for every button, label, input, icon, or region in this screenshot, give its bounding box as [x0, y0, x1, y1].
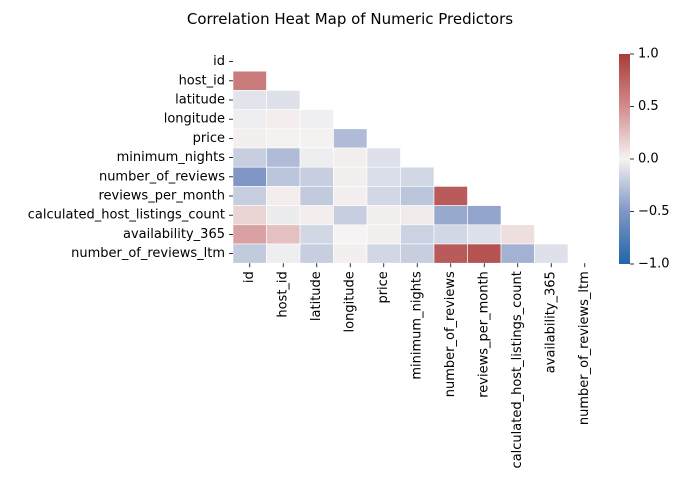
x-tick-label: host_id [276, 271, 291, 317]
heatmap-cell [534, 243, 569, 264]
y-tick-label: calculated_host_listings_count [28, 208, 225, 223]
heatmap-cell [266, 109, 301, 130]
heatmap-cell [500, 224, 535, 245]
heatmap-cell [467, 224, 502, 245]
heatmap-cell [266, 243, 301, 264]
heatmap-cell [366, 186, 401, 206]
heatmap-cell [232, 70, 267, 91]
heatmap-cell [299, 166, 334, 187]
heatmap-cell [333, 205, 368, 226]
x-tick-label: minimum_nights [410, 271, 425, 380]
y-tick-labels: id host_id latitude longitude price minimum_n… [28, 54, 233, 261]
heatmap-cell [232, 205, 267, 226]
y-tick-label: reviews_per_month [98, 189, 225, 204]
heatmap-cell [266, 90, 301, 110]
heatmap-cell [299, 186, 334, 206]
heatmap-cell [400, 243, 435, 264]
heatmap-cell [232, 109, 267, 130]
heatmap-cell [232, 186, 267, 206]
y-tick-label: longitude [164, 112, 225, 127]
colorbar-tick-label: 1.0 [638, 47, 659, 62]
x-tick-label: number_of_reviews_ltm [577, 271, 592, 425]
x-tick-labels: id host_id latitude longitude price minimum_n… [242, 263, 592, 468]
heatmap-cell [333, 243, 368, 264]
y-tick-label: id [213, 54, 225, 69]
heatmap-cell [232, 224, 267, 245]
heatmap-cell [400, 166, 435, 187]
heatmap-cell [266, 205, 301, 226]
x-tick-label: latitude [309, 271, 324, 321]
colorbar-tick-label: −1.0 [638, 257, 670, 272]
x-tick-label: id [242, 271, 257, 283]
heatmap-cell [232, 243, 267, 264]
heatmap-cell [266, 186, 301, 206]
heatmap-cell [232, 147, 267, 168]
colorbar-tick-label: −0.5 [638, 204, 670, 219]
x-tick-label: calculated_host_listings_count [510, 271, 525, 468]
y-tick-label: latitude [175, 93, 225, 108]
heatmap-cell [433, 186, 468, 206]
heatmap-cell [366, 224, 401, 245]
heatmap-cell [400, 224, 435, 245]
heatmap-cell [366, 147, 401, 168]
heatmap-cell [433, 224, 468, 245]
colorbar-tick-label: 0.5 [638, 99, 659, 114]
heatmap-cell [467, 205, 502, 226]
y-tick-label: host_id [179, 73, 225, 88]
heatmap-cell [467, 243, 502, 264]
y-tick-label: availability_365 [123, 227, 225, 242]
heatmap-cell [333, 128, 368, 149]
heatmap-cell [333, 147, 368, 168]
colorbar-ticks: −1.0 −0.5 0.0 0.5 1.0 [630, 47, 670, 272]
heatmap-cells [232, 70, 569, 264]
heatmap-cell [333, 186, 368, 206]
heatmap-cell [299, 243, 334, 264]
y-tick-label: number_of_reviews [99, 169, 225, 184]
x-tick-label: longitude [343, 271, 358, 332]
heatmap-cell [433, 243, 468, 264]
colorbar-gradient [619, 54, 630, 264]
heatmap-cell [333, 166, 368, 187]
heatmap-cell [299, 224, 334, 245]
colorbar-tick-label: 0.0 [638, 152, 659, 167]
heatmap-cell [400, 186, 435, 206]
y-tick-label: price [193, 131, 225, 146]
heatmap-cell [299, 147, 334, 168]
x-tick-label: number_of_reviews [443, 271, 458, 397]
heatmap-cell [299, 109, 334, 130]
colorbar: −1.0 −0.5 0.0 0.5 1.0 [619, 47, 670, 272]
heatmap-cell [266, 147, 301, 168]
heatmap-cell [299, 128, 334, 149]
x-tick-label: price [376, 271, 391, 303]
chart-title: Correlation Heat Map of Numeric Predicto… [187, 10, 513, 28]
heatmap-cell [366, 205, 401, 226]
heatmap-cell [333, 224, 368, 245]
heatmap-cell [232, 90, 267, 110]
x-tick-label: availability_365 [544, 271, 559, 373]
heatmap-cell [299, 205, 334, 226]
heatmap-cell [232, 166, 267, 187]
heatmap-cell [433, 205, 468, 226]
heatmap-cell [500, 243, 535, 264]
heatmap-cell [266, 128, 301, 149]
heatmap-cell [366, 243, 401, 264]
heatmap-cell [266, 224, 301, 245]
heatmap-cell [232, 128, 267, 149]
heatmap-cell [366, 166, 401, 187]
y-tick-label: number_of_reviews_ltm [71, 246, 225, 261]
y-tick-label: minimum_nights [117, 150, 226, 165]
x-tick-label: reviews_per_month [477, 271, 492, 398]
heatmap-cell [400, 205, 435, 226]
heatmap-cell [266, 166, 301, 187]
